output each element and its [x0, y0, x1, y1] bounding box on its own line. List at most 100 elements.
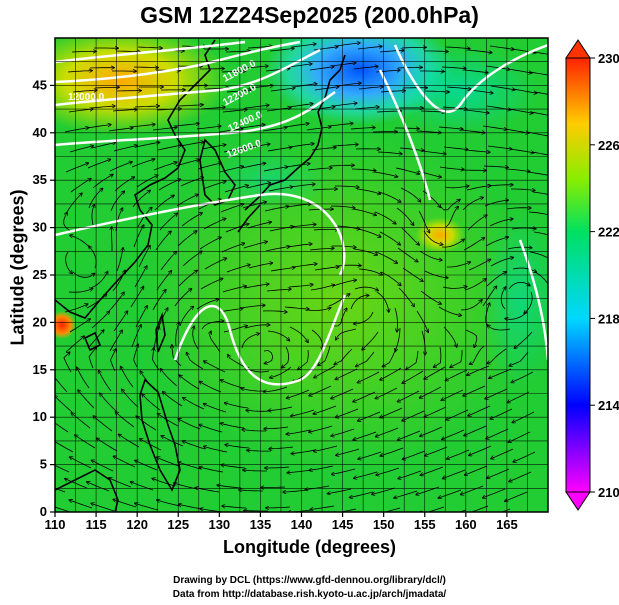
- wind-arrow: [424, 366, 446, 379]
- wind-arrow: [70, 179, 91, 193]
- wind-arrow: [291, 409, 315, 416]
- wind-arrow: [200, 279, 223, 290]
- wind-arrow: [505, 311, 528, 319]
- wind-arrow: [398, 287, 414, 307]
- wind-arrow: [332, 103, 357, 107]
- credit-drawing: Drawing by DCL (https://www.gfd-dennou.o…: [173, 575, 446, 586]
- wind-arrow: [488, 185, 513, 186]
- wind-arrow: [470, 345, 485, 364]
- wind-arrow: [287, 64, 312, 68]
- wind-arrow: [131, 159, 155, 168]
- wind-arrow: [505, 491, 528, 501]
- wind-arrow: [438, 126, 463, 129]
- wind-arrow: [226, 265, 250, 273]
- wind-arrow: [508, 108, 533, 113]
- wind-arrow: [514, 331, 533, 348]
- wind-arrow: [332, 280, 356, 287]
- wind-arrow: [204, 258, 226, 270]
- wind-arrow: [268, 406, 293, 411]
- wind-arrow: [312, 189, 337, 190]
- wind-arrow: [187, 353, 204, 370]
- wind-arrow: [460, 129, 485, 133]
- wind-arrow: [135, 460, 158, 471]
- wind-arrow: [441, 389, 464, 400]
- wind-arrow: [265, 467, 290, 468]
- wind-arrow: [419, 250, 442, 260]
- x-tick-label: 115: [86, 517, 107, 532]
- wind-arrow: [100, 393, 117, 412]
- wind-arrow: [487, 348, 507, 363]
- wind-arrow: [485, 65, 510, 70]
- y-tick-label: 5: [40, 457, 47, 472]
- wind-arrow: [193, 326, 199, 350]
- wind-arrow: [133, 67, 158, 68]
- wind-arrow: [374, 211, 396, 224]
- y-tick-label: 30: [33, 220, 47, 235]
- wind-arrow: [333, 308, 347, 327]
- colorbar-tick-label: 218: [598, 311, 619, 326]
- wind-arrow: [71, 413, 91, 429]
- wind-arrow: [398, 430, 421, 440]
- wind-arrow: [396, 207, 414, 225]
- wind-arrow: [354, 107, 379, 110]
- wind-arrow: [270, 267, 295, 272]
- wind-arrow: [136, 175, 158, 188]
- wind-arrow: [203, 219, 226, 230]
- wind-arrow: [270, 88, 295, 92]
- wind-arrow: [331, 63, 356, 67]
- wind-arrow: [314, 445, 338, 451]
- wind-arrow: [225, 51, 250, 52]
- wind-arrow: [465, 465, 488, 475]
- wind-arrow: [88, 347, 96, 369]
- x-axis-label: Longitude (degrees): [222, 537, 396, 557]
- wind-arrow: [443, 146, 468, 150]
- wind-arrow: [113, 311, 128, 332]
- wind-arrow: [92, 205, 95, 229]
- wind-arrow: [356, 188, 380, 194]
- wind-arrow: [335, 225, 360, 229]
- wind-arrow: [489, 368, 512, 378]
- wind-arrow: [55, 506, 71, 512]
- wind-arrow: [434, 346, 442, 367]
- wind-arrow: [357, 46, 382, 50]
- wind-arrow: [134, 106, 159, 107]
- wind-arrow: [244, 105, 269, 109]
- wind-arrow: [177, 231, 197, 247]
- wind-arrow: [88, 189, 103, 209]
- wind-arrow: [446, 86, 471, 89]
- wind-arrow: [71, 51, 96, 52]
- wind-arrow: [196, 126, 221, 130]
- wind-arrow: [373, 171, 398, 177]
- wind-arrow: [175, 322, 179, 347]
- wind-arrow: [115, 51, 140, 52]
- wind-arrow: [163, 392, 183, 407]
- wind-arrow: [328, 294, 350, 307]
- wind-arrow: [335, 43, 360, 47]
- wind-arrow: [158, 414, 179, 427]
- wind-arrow: [199, 382, 222, 393]
- wind-arrow: [512, 88, 537, 93]
- wind-arrow: [484, 200, 508, 207]
- wind-arrow: [265, 247, 290, 252]
- wind-arrow: [55, 464, 70, 473]
- y-tick-label: 20: [33, 314, 47, 329]
- wind-arrow: [310, 285, 334, 291]
- wind-arrow: [461, 485, 484, 495]
- wind-arrow: [66, 193, 82, 213]
- wind-arrow: [352, 208, 376, 215]
- wind-arrow: [69, 500, 93, 509]
- wind-arrow: [440, 200, 460, 211]
- wind-arrow: [438, 306, 461, 315]
- wind-arrow: [313, 405, 337, 414]
- wind-arrow: [309, 465, 334, 470]
- wind-arrow: [131, 482, 154, 491]
- wind-arrow: [282, 346, 290, 368]
- wind-arrow: [505, 168, 530, 172]
- wind-arrow: [221, 243, 244, 253]
- wind-arrow: [285, 164, 310, 168]
- wind-arrow: [490, 257, 513, 267]
- wind-arrow: [336, 408, 359, 417]
- wind-arrow: [483, 166, 508, 167]
- wind-arrow: [287, 469, 312, 473]
- wind-arrow: [155, 231, 171, 251]
